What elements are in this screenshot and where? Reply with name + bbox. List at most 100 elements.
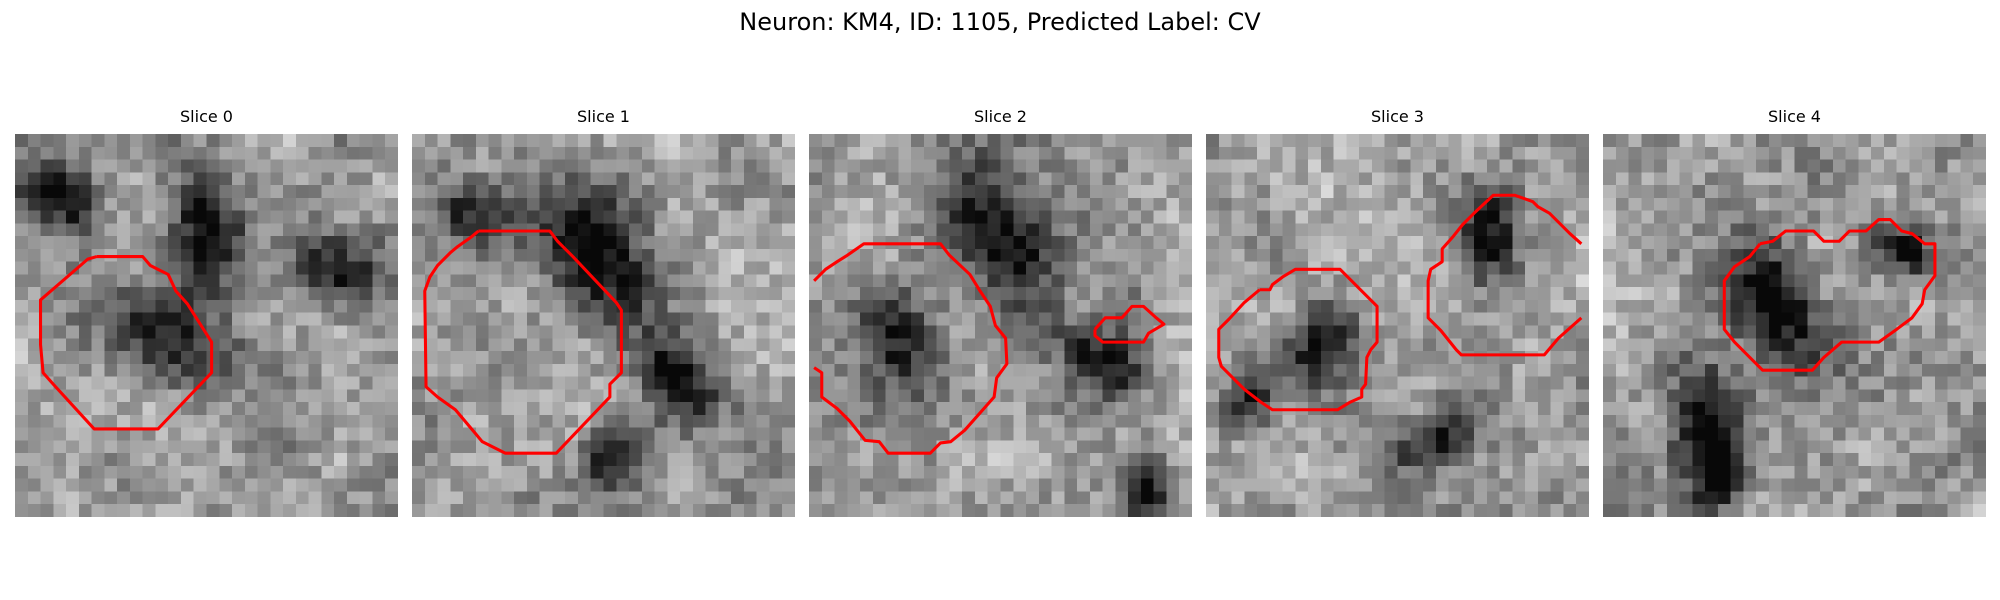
pixel xyxy=(321,287,335,301)
pixel xyxy=(359,287,373,301)
pixel xyxy=(475,325,489,339)
pixel xyxy=(1077,146,1091,160)
pixel xyxy=(78,325,92,339)
pixel xyxy=(1666,134,1680,148)
pixel xyxy=(1666,197,1680,211)
pixel xyxy=(450,389,464,403)
pixel xyxy=(129,223,143,237)
pixel xyxy=(1679,338,1693,352)
pixel xyxy=(450,146,464,160)
pixel xyxy=(437,287,451,301)
pixel xyxy=(193,338,207,352)
pixel xyxy=(168,197,182,211)
pixel xyxy=(872,223,886,237)
pixel xyxy=(1218,172,1232,186)
pixel xyxy=(1550,478,1564,492)
pixel xyxy=(1320,299,1334,313)
pixel xyxy=(1615,159,1629,173)
pixel xyxy=(1615,274,1629,288)
pixel xyxy=(1858,414,1872,428)
pixel xyxy=(1896,274,1910,288)
pixel xyxy=(1922,312,1936,326)
pixel xyxy=(629,146,643,160)
pixel xyxy=(1832,299,1846,313)
pixel xyxy=(1692,376,1706,390)
pixel xyxy=(1641,440,1655,454)
pixel xyxy=(1166,159,1180,173)
pixel xyxy=(450,185,464,199)
pixel xyxy=(1576,338,1589,352)
pixel xyxy=(1013,325,1027,339)
pixel xyxy=(295,402,309,416)
pixel xyxy=(1166,261,1180,275)
pixel xyxy=(1947,185,1961,199)
pixel xyxy=(539,172,553,186)
pixel xyxy=(1628,299,1642,313)
pixel xyxy=(1705,312,1719,326)
pixel xyxy=(629,261,643,275)
pixel xyxy=(705,312,719,326)
pixel xyxy=(1692,491,1706,505)
pixel xyxy=(1384,312,1398,326)
pixel xyxy=(1858,440,1872,454)
pixel xyxy=(769,453,783,467)
pixel xyxy=(412,274,426,288)
pixel xyxy=(1603,351,1617,365)
pixel xyxy=(1896,453,1910,467)
pixel xyxy=(1359,453,1373,467)
pixel xyxy=(539,287,553,301)
pixel xyxy=(283,440,297,454)
pixel xyxy=(1947,504,1961,517)
pixel xyxy=(923,185,937,199)
pixel xyxy=(1269,172,1283,186)
pixel xyxy=(1512,453,1526,467)
pixel xyxy=(1883,223,1897,237)
pixel xyxy=(359,159,373,173)
pixel xyxy=(1603,299,1617,313)
pixel xyxy=(1038,299,1052,313)
pixel xyxy=(1282,223,1296,237)
pixel xyxy=(1397,389,1411,403)
pixel xyxy=(1730,261,1744,275)
pixel xyxy=(1410,134,1424,148)
pixel xyxy=(718,351,732,365)
pixel xyxy=(1448,261,1462,275)
pixel xyxy=(232,465,246,479)
pixel xyxy=(475,351,489,365)
pixel xyxy=(1038,465,1052,479)
pixel xyxy=(1692,363,1706,377)
pixel xyxy=(1730,172,1744,186)
pixel xyxy=(180,453,194,467)
pixel xyxy=(692,134,706,148)
pixel xyxy=(1947,210,1961,224)
pixel xyxy=(78,427,92,441)
pixel xyxy=(321,338,335,352)
pixel xyxy=(1179,414,1192,428)
pixel xyxy=(1308,504,1322,517)
pixel xyxy=(463,248,477,262)
pixel xyxy=(809,197,823,211)
pixel xyxy=(295,440,309,454)
pixel xyxy=(1346,312,1360,326)
pixel xyxy=(283,248,297,262)
pixel xyxy=(1576,402,1589,416)
pixel xyxy=(962,210,976,224)
pixel xyxy=(680,491,694,505)
pixel xyxy=(1423,440,1437,454)
pixel xyxy=(424,299,438,313)
pixel xyxy=(1295,185,1309,199)
pixel xyxy=(206,376,220,390)
pixel xyxy=(1231,427,1245,441)
pixel xyxy=(1679,504,1693,517)
pixel xyxy=(936,376,950,390)
pixel xyxy=(1781,376,1795,390)
pixel xyxy=(1038,248,1052,262)
pixel xyxy=(1333,363,1347,377)
pixel xyxy=(1206,185,1220,199)
pixel xyxy=(1537,236,1551,250)
pixel xyxy=(1346,478,1360,492)
pixel xyxy=(15,172,29,186)
pixel xyxy=(1705,402,1719,416)
pixel xyxy=(78,210,92,224)
pixel xyxy=(962,325,976,339)
